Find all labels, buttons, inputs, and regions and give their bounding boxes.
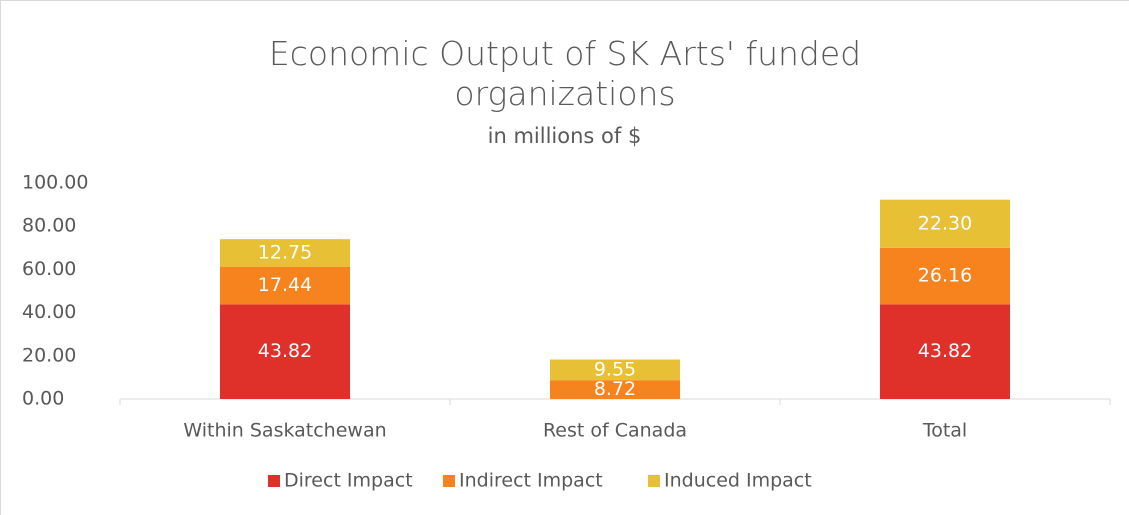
y-tick-label: 60.00: [22, 258, 76, 280]
y-tick-label: 100.00: [22, 172, 88, 194]
x-tick-label: Total: [922, 420, 967, 442]
legend-swatch: [443, 475, 455, 487]
legend-label: Induced Impact: [664, 470, 812, 492]
x-tick-label: Rest of Canada: [543, 420, 687, 442]
bar-segment: [880, 247, 1010, 305]
bar-segment: [220, 304, 350, 399]
data-label: 22.30: [918, 212, 972, 234]
data-label: 9.55: [594, 358, 636, 380]
y-tick-label: 80.00: [22, 215, 76, 237]
bar-segment: [220, 239, 350, 267]
bar-segment: [880, 304, 1010, 399]
y-tick-label: 20.00: [22, 344, 76, 366]
legend-label: Indirect Impact: [459, 470, 603, 492]
chart-title: Economic Output of SK Arts' funded organ…: [268, 34, 862, 113]
data-label: 17.44: [258, 274, 312, 296]
data-label: 8.72: [594, 378, 636, 400]
legend-swatch: [268, 475, 280, 487]
y-tick-label: 40.00: [22, 301, 76, 323]
data-label: 12.75: [258, 241, 312, 263]
x-tick-label: Within Saskatchewan: [183, 420, 386, 442]
bar-segment: [550, 359, 680, 381]
bar-segment: [220, 266, 350, 305]
legend-swatch: [648, 475, 660, 487]
legend-label: Direct Impact: [284, 470, 413, 492]
data-label: 43.82: [918, 340, 972, 362]
bar-segment: [880, 199, 1010, 248]
data-label: 43.82: [258, 340, 312, 362]
bar-segment: [550, 380, 680, 399]
chart-subtitle: in millions of $: [487, 124, 642, 148]
y-tick-label: 0.00: [22, 388, 64, 410]
data-label: 26.16: [918, 265, 972, 287]
